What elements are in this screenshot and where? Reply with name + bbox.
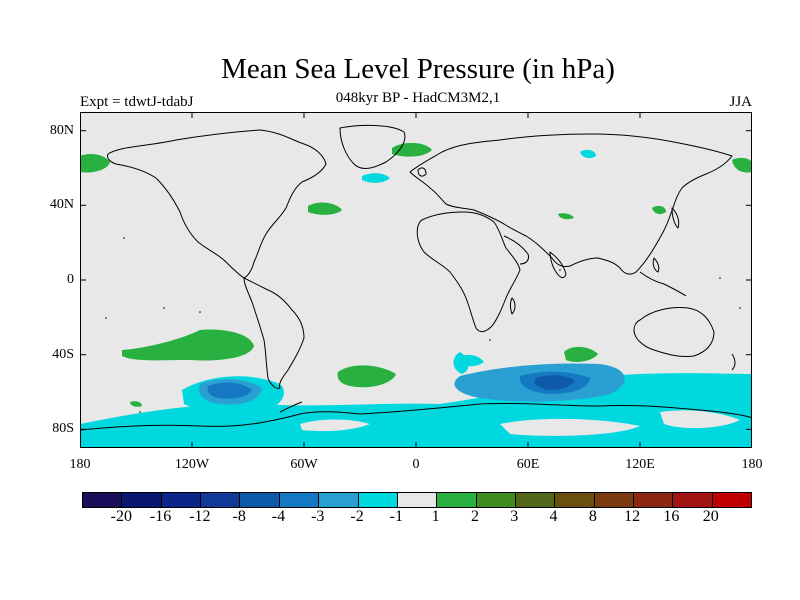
colorbar-label: -20	[110, 508, 132, 525]
coastlines	[80, 124, 752, 431]
map-svg	[80, 112, 752, 448]
colorbar-swatch	[201, 493, 241, 507]
lat-tick-label: 40N	[49, 197, 74, 213]
colorbar-label: -16	[149, 508, 172, 525]
map-panel	[80, 112, 752, 448]
colorbar-swatch	[594, 493, 635, 507]
lon-tick-label: 180	[741, 457, 763, 472]
colorbar-swatch	[476, 493, 516, 507]
colorbar-swatch	[397, 493, 438, 507]
south-atlantic-negative-anomaly	[456, 354, 484, 367]
lat-tick-label: 0	[67, 272, 74, 287]
colorbar-swatch	[358, 493, 398, 507]
colorbar-swatch	[634, 493, 674, 507]
map-title: Mean Sea Level Pressure (in hPa)	[221, 53, 615, 85]
lon-tick-label: 120W	[174, 457, 210, 472]
map-subtitle: 048kyr BP - HadCM3M2,1	[335, 90, 501, 106]
season-label: JJA	[729, 94, 752, 110]
colorbar-label: 4	[549, 508, 558, 525]
colorbar-label: 16	[663, 508, 680, 525]
lon-tick-label: 60E	[516, 457, 540, 472]
small-islands	[105, 237, 741, 413]
siberia-negative-anomaly	[580, 149, 596, 159]
colorbar-label: 2	[470, 508, 479, 525]
colorbar-label: 3	[510, 508, 519, 525]
colorbar-swatch	[712, 493, 752, 507]
colorbar-swatch	[83, 493, 123, 507]
positive-anomaly-patches	[80, 142, 752, 407]
colorbar-label: -2	[350, 508, 364, 525]
lon-tick-label: 180	[69, 457, 91, 472]
colorbar	[82, 492, 752, 508]
lat-tick-label: 40S	[52, 346, 74, 362]
colorbar-label: -3	[311, 508, 325, 525]
colorbar-label: 12	[624, 508, 641, 525]
map-tick-marks	[80, 112, 752, 448]
lat-tick-label: 80S	[52, 421, 74, 437]
colorbar-swatch	[240, 493, 280, 507]
lon-tick-label: 60W	[290, 457, 318, 472]
colorbar-label: -4	[271, 508, 286, 525]
lat-tick-label: 80N	[49, 122, 74, 138]
north-atlantic-negative-anomaly	[362, 173, 390, 183]
colorbar-swatch	[279, 493, 320, 507]
colorbar-swatch	[515, 493, 556, 507]
lon-tick-label: 120E	[625, 457, 655, 472]
colorbar-swatch	[673, 493, 713, 507]
colorbar-swatch	[555, 493, 595, 507]
lon-tick-label: 0	[412, 457, 420, 472]
colorbar-label: -8	[232, 508, 246, 525]
colorbar-label: -1	[389, 508, 403, 525]
colorbar-swatch	[319, 493, 359, 507]
antarctic-light-patches	[300, 410, 740, 436]
colorbar-swatch	[161, 493, 202, 507]
colorbar-label: -12	[189, 508, 211, 525]
colorbar-swatch	[122, 493, 162, 507]
colorbar-swatch	[437, 493, 477, 507]
colorbar-label: 8	[588, 508, 597, 525]
colorbar-label: 20	[702, 508, 719, 525]
colorbar-label: 1	[431, 508, 440, 525]
experiment-label: Expt = tdwtJ-tdabJ	[80, 94, 194, 110]
